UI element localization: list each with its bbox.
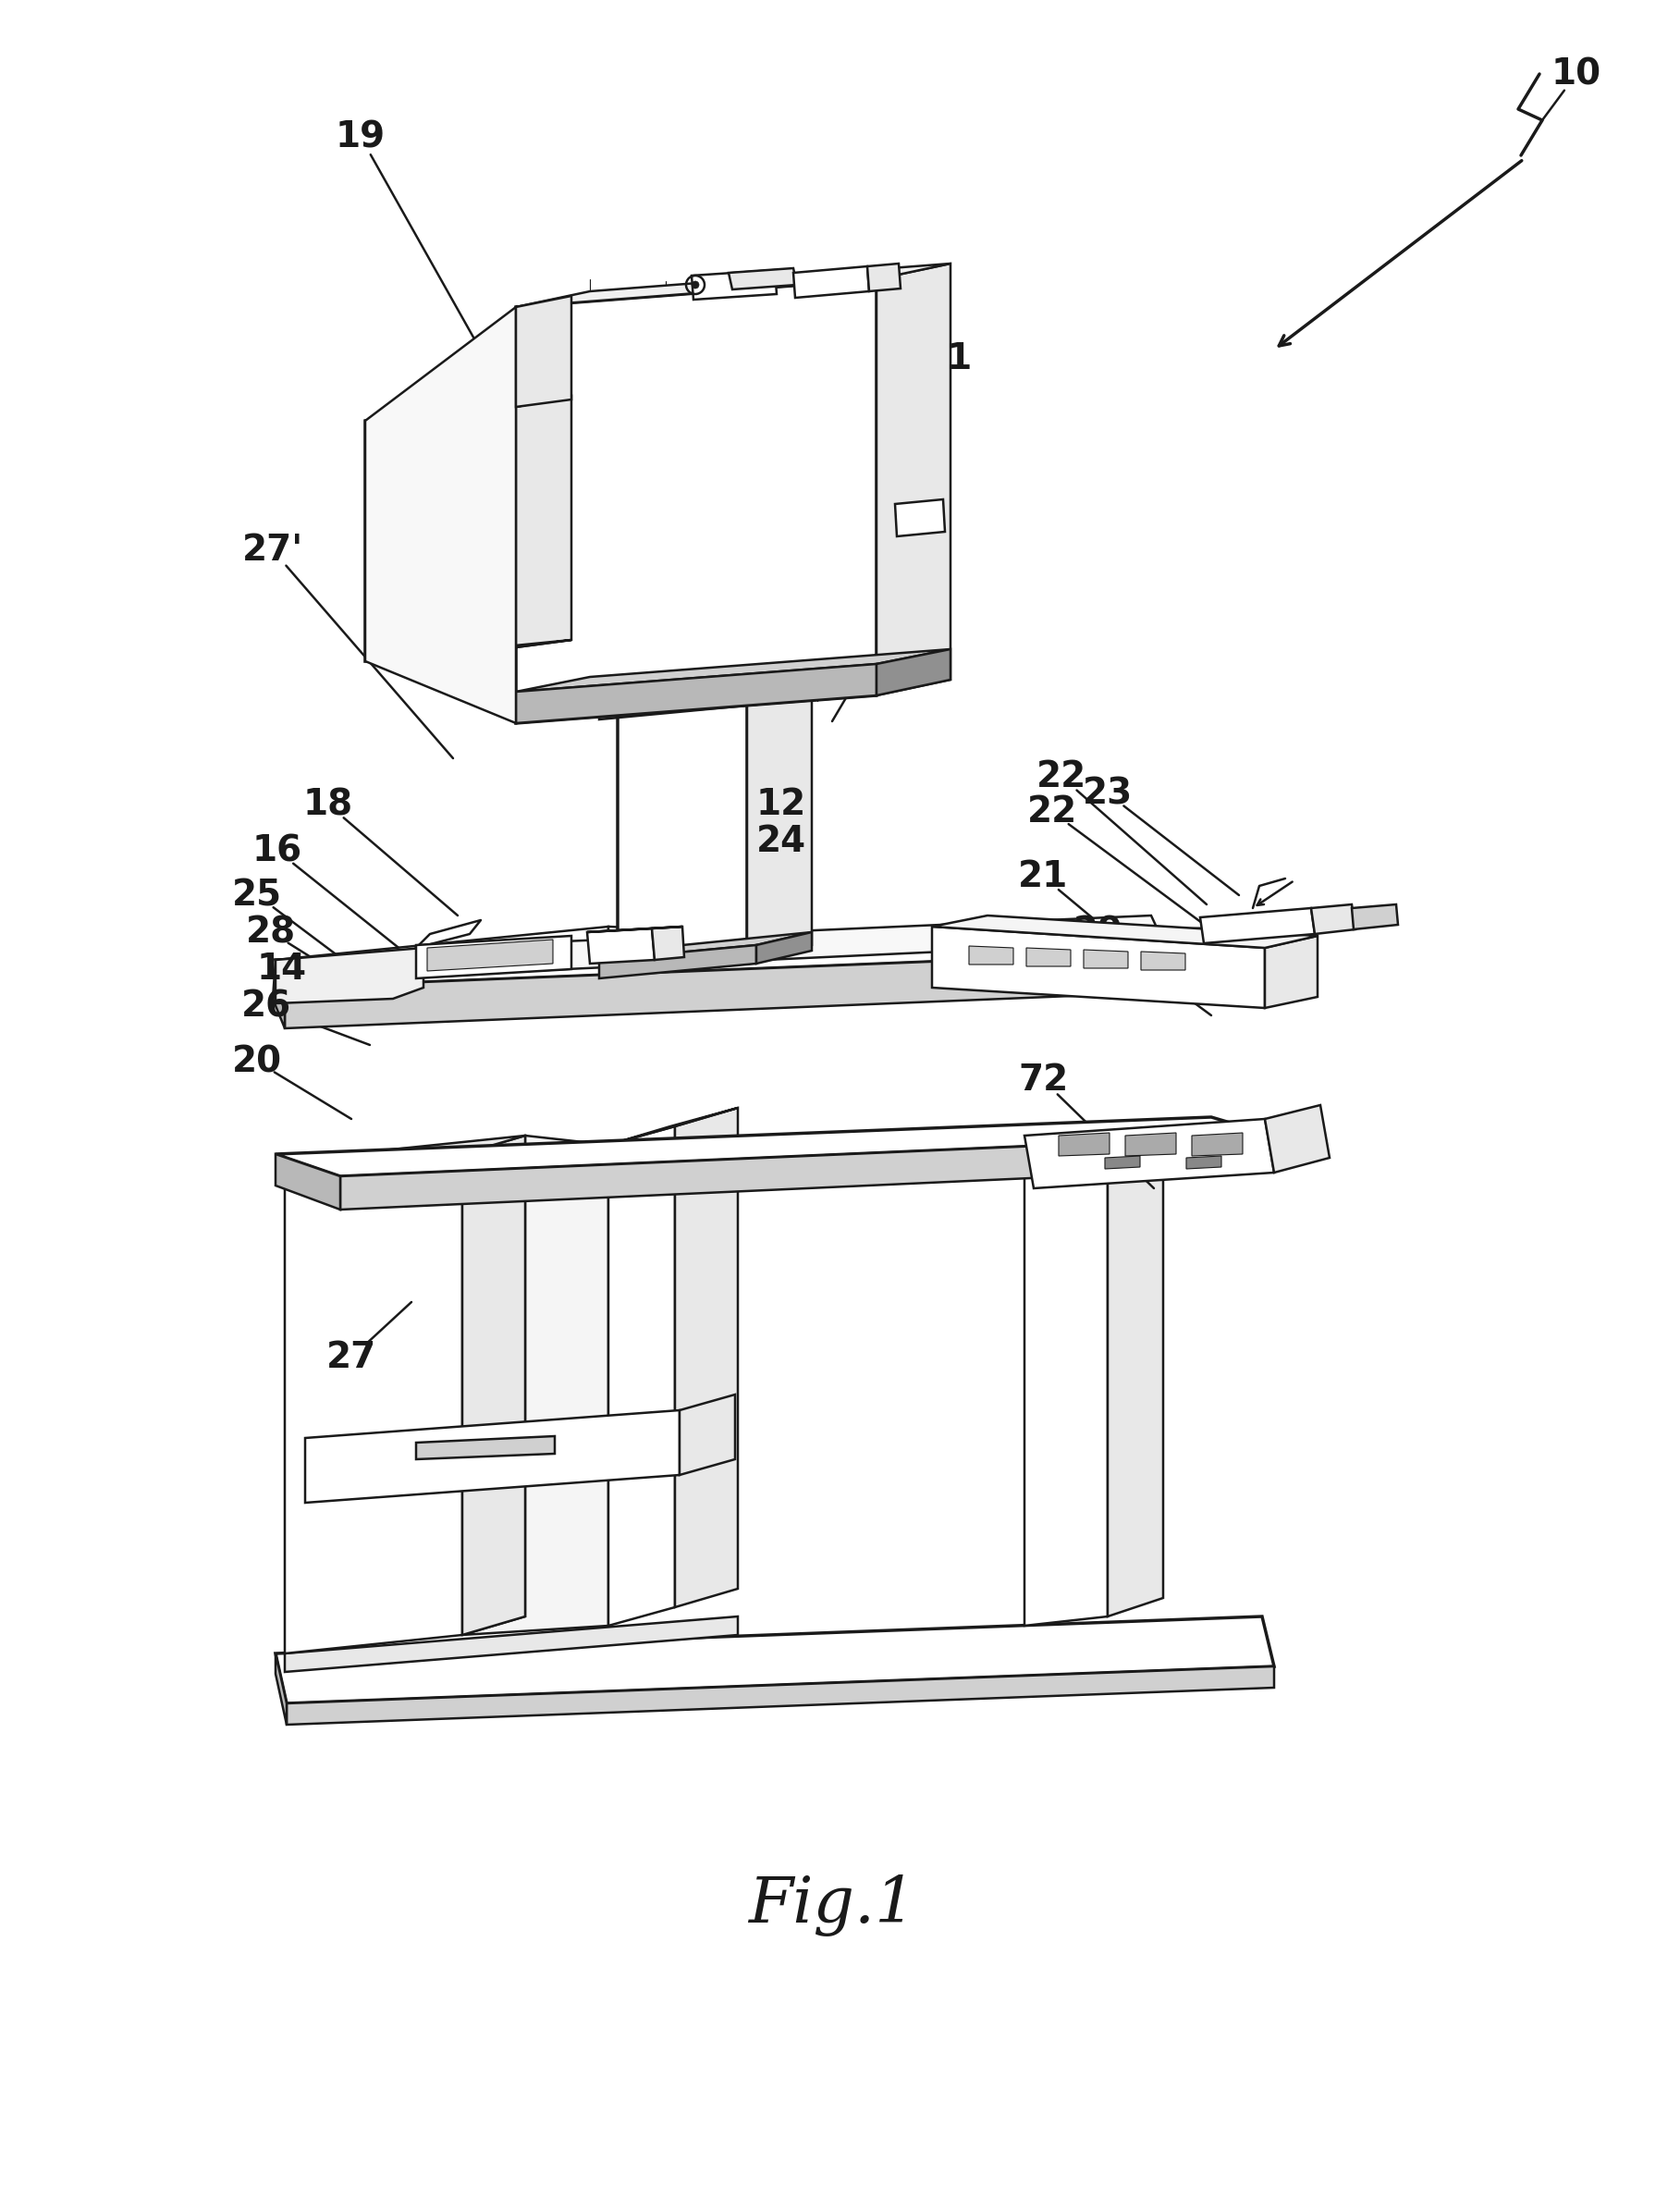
Polygon shape <box>276 1652 287 1725</box>
Polygon shape <box>969 947 1013 964</box>
Polygon shape <box>1186 1157 1221 1168</box>
Polygon shape <box>286 1155 462 1652</box>
Polygon shape <box>877 263 951 695</box>
Polygon shape <box>365 407 516 661</box>
Text: 30: 30 <box>879 582 929 617</box>
Text: 28: 28 <box>245 914 296 949</box>
Polygon shape <box>417 916 1163 975</box>
Text: 18: 18 <box>302 787 353 823</box>
Circle shape <box>692 281 699 288</box>
Polygon shape <box>462 1155 526 1635</box>
Polygon shape <box>1084 949 1127 969</box>
Polygon shape <box>1026 949 1070 967</box>
Text: 25: 25 <box>232 878 282 914</box>
Polygon shape <box>586 929 655 964</box>
Polygon shape <box>1025 1121 1163 1146</box>
Polygon shape <box>756 931 811 964</box>
Text: 32: 32 <box>848 276 899 312</box>
Text: 27': 27' <box>242 533 304 568</box>
Text: 16: 16 <box>252 834 302 869</box>
Polygon shape <box>516 296 571 407</box>
Polygon shape <box>417 936 571 978</box>
Polygon shape <box>608 1108 738 1146</box>
Polygon shape <box>1105 1157 1141 1168</box>
Polygon shape <box>748 677 811 960</box>
Polygon shape <box>365 307 516 723</box>
Polygon shape <box>586 927 682 931</box>
Polygon shape <box>895 500 944 535</box>
Text: 10: 10 <box>1551 58 1601 91</box>
Polygon shape <box>1265 1106 1329 1172</box>
Polygon shape <box>516 396 571 648</box>
Text: 23: 23 <box>1082 776 1132 812</box>
Polygon shape <box>516 664 877 723</box>
Polygon shape <box>867 263 900 292</box>
Polygon shape <box>276 1117 1273 1177</box>
Polygon shape <box>600 945 756 978</box>
Polygon shape <box>1265 936 1317 1009</box>
Text: 24: 24 <box>756 823 806 858</box>
Text: 19: 19 <box>336 119 386 155</box>
Polygon shape <box>1200 909 1315 942</box>
Polygon shape <box>427 940 553 971</box>
Polygon shape <box>675 1108 738 1608</box>
Text: 22: 22 <box>1037 759 1087 794</box>
Polygon shape <box>341 1135 1273 1210</box>
Polygon shape <box>932 916 1317 949</box>
Polygon shape <box>286 1617 738 1672</box>
Polygon shape <box>600 931 811 960</box>
Text: 21: 21 <box>1018 858 1068 894</box>
Text: 12: 12 <box>756 787 806 823</box>
Polygon shape <box>276 927 608 1004</box>
Polygon shape <box>600 672 811 701</box>
Polygon shape <box>276 949 423 1004</box>
Polygon shape <box>276 1617 1273 1703</box>
Polygon shape <box>1058 1133 1109 1157</box>
Polygon shape <box>1191 1133 1243 1157</box>
Polygon shape <box>272 960 286 1029</box>
Polygon shape <box>516 263 951 307</box>
Polygon shape <box>306 1411 680 1502</box>
Polygon shape <box>1310 905 1356 933</box>
Text: 20: 20 <box>232 1044 282 1079</box>
Polygon shape <box>793 265 869 299</box>
Polygon shape <box>286 949 1273 1029</box>
Text: 22: 22 <box>1026 794 1077 830</box>
Polygon shape <box>1141 951 1186 971</box>
Polygon shape <box>608 1126 675 1626</box>
Polygon shape <box>729 268 796 290</box>
Polygon shape <box>276 1155 341 1210</box>
Polygon shape <box>286 1135 526 1172</box>
Polygon shape <box>1126 1133 1176 1157</box>
Text: 27: 27 <box>326 1340 376 1376</box>
Polygon shape <box>877 648 951 695</box>
Text: 31: 31 <box>922 341 973 376</box>
Polygon shape <box>618 692 748 969</box>
Polygon shape <box>1352 905 1398 929</box>
Polygon shape <box>680 1394 736 1475</box>
Polygon shape <box>1025 1137 1107 1626</box>
Polygon shape <box>462 1135 608 1635</box>
Polygon shape <box>516 648 951 692</box>
Polygon shape <box>608 927 1262 987</box>
Polygon shape <box>516 279 877 723</box>
Polygon shape <box>1107 1121 1163 1617</box>
Polygon shape <box>692 270 776 299</box>
Polygon shape <box>365 396 571 420</box>
Text: 26: 26 <box>242 989 291 1024</box>
Polygon shape <box>932 927 1265 1009</box>
Polygon shape <box>1025 1119 1273 1188</box>
Polygon shape <box>276 927 1273 987</box>
Polygon shape <box>417 1436 554 1460</box>
Text: 14: 14 <box>257 951 307 987</box>
Polygon shape <box>287 1666 1273 1725</box>
Text: 72: 72 <box>1018 1062 1068 1097</box>
Text: Fig.1: Fig.1 <box>748 1874 916 1936</box>
Polygon shape <box>365 639 571 661</box>
Polygon shape <box>652 927 684 960</box>
Polygon shape <box>600 686 756 719</box>
Polygon shape <box>462 1135 526 1635</box>
Text: 29: 29 <box>1074 914 1124 949</box>
